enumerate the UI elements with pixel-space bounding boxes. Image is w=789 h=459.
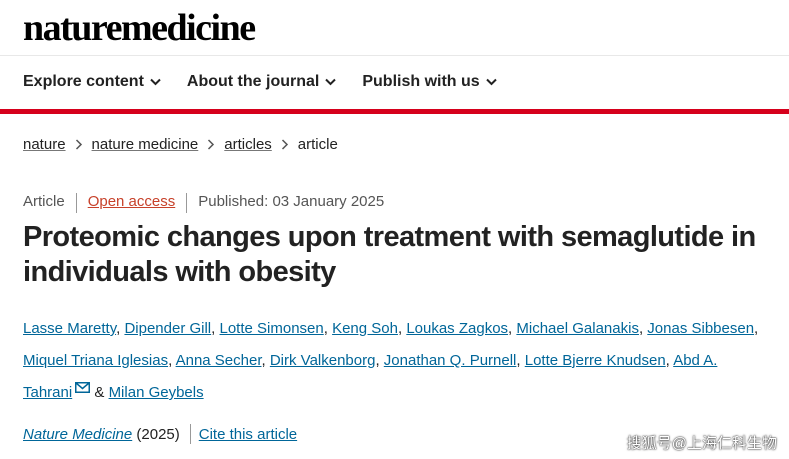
logo-part: nature	[23, 7, 122, 49]
logo-part: medicine	[120, 7, 256, 49]
chevron	[75, 139, 82, 150]
author-separator: ,	[211, 320, 216, 337]
chevron	[208, 139, 215, 150]
journal[interactable]: Nature Medicine	[23, 425, 133, 443]
author-separator: ,	[638, 320, 644, 337]
author-separator: ,	[323, 320, 328, 337]
article-meta: Article Open access Published: 03 Januar…	[23, 193, 384, 213]
author-list: Lasse Maretty, Dipender Gill, Lotte Simo…	[23, 313, 768, 409]
chevron	[325, 78, 337, 86]
author-separator: ,	[397, 320, 403, 337]
watermark: 搜狐号@上海仁科生物	[626, 435, 777, 452]
author-link[interactable]: Jonathan Q. Purnell	[383, 352, 517, 369]
nav-label: Explore content	[23, 73, 144, 90]
separator	[189, 424, 191, 444]
author-link[interactable]: Anna Secher	[175, 352, 262, 369]
author-link[interactable]: Michael Galanakis	[516, 320, 639, 337]
article-type: Article	[23, 193, 65, 210]
author-link[interactable]: Lotte Bjerre Knudsen	[524, 352, 666, 369]
separator	[75, 193, 77, 213]
citation: Nature Medicine (2025) Cite this article	[23, 424, 297, 444]
author-link[interactable]: Keng Soh	[332, 320, 398, 337]
red-bar	[0, 109, 789, 114]
nav-label: Publish with us	[362, 73, 480, 90]
author-link[interactable]: Lasse Maretty	[23, 320, 117, 337]
author-separator: ,	[665, 352, 670, 369]
divider	[0, 55, 789, 56]
logo[interactable]: naturemedicine	[23, 6, 256, 50]
author-link[interactable]: Dipender Gill	[124, 320, 212, 337]
author-link[interactable]: Dirk Valkenborg	[269, 352, 376, 369]
author-separator: ,	[261, 352, 266, 369]
author-separator: ,	[754, 320, 759, 337]
chevron	[485, 78, 497, 86]
author-link[interactable]: Milan Geybels	[108, 384, 204, 401]
author-separator: &	[94, 384, 105, 401]
author-link[interactable]: Miquel Triana Iglesias	[23, 352, 169, 369]
author-separator: ,	[516, 352, 521, 369]
cite-link[interactable]: Cite this article	[198, 425, 298, 443]
author-link[interactable]: Abd A. Tahrani	[23, 352, 718, 401]
nav-item[interactable]: Explore content	[23, 73, 161, 91]
author-separator: ,	[375, 352, 380, 369]
breadcrumb-link[interactable]: nature medicine	[91, 136, 199, 153]
year: (2025)	[136, 425, 180, 443]
breadcrumb-link[interactable]: articles	[224, 136, 272, 153]
author-separator: ,	[508, 320, 513, 337]
chevron	[150, 78, 161, 86]
separator	[186, 193, 188, 213]
author-link[interactable]: Lotte Simonsen	[219, 320, 324, 337]
nav-label: About the journal	[186, 73, 320, 90]
chevron	[281, 139, 288, 150]
nav-item[interactable]: Publish with us	[362, 73, 497, 91]
nav-item[interactable]: About the journal	[186, 73, 337, 91]
breadcrumb: nature nature medicine articles article	[23, 136, 338, 153]
published: Published: 03 January 2025	[198, 193, 385, 210]
nav: Explore content About the journal Publis…	[23, 73, 497, 91]
breadcrumb-current: article	[297, 136, 338, 153]
article-title: Proteomic changes upon treatment with se…	[23, 221, 756, 288]
email-icon[interactable]	[75, 382, 91, 393]
author-separator: ,	[168, 352, 173, 369]
author-link[interactable]: Loukas Zagkos	[406, 320, 509, 337]
open-access[interactable]: Open access	[87, 193, 176, 210]
breadcrumb-link[interactable]: nature	[23, 136, 66, 153]
author-separator: ,	[116, 320, 121, 337]
author-link[interactable]: Jonas Sibbesen	[647, 320, 755, 337]
